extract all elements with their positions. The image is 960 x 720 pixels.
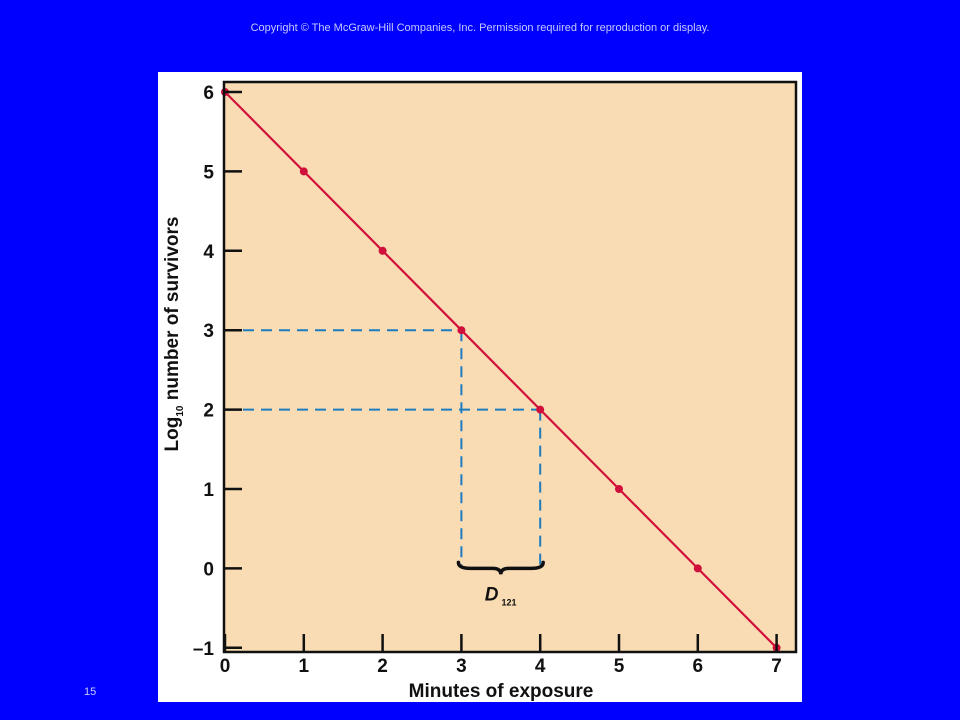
- y-axis-title-subscript: 10: [175, 405, 186, 417]
- y-axis-title-log: Log: [162, 417, 183, 452]
- y-axis-title: Log10 number of survivors: [162, 217, 186, 452]
- y-tick-label-5: 1: [203, 480, 214, 501]
- d-value-subscript: 121: [502, 597, 517, 607]
- y-tick-label-7: –1: [193, 639, 215, 660]
- x-tick-label-7: 7: [771, 656, 782, 677]
- x-tick-label-4: 4: [535, 656, 546, 677]
- data-point-6: [615, 485, 623, 493]
- y-tick-label-3: 3: [203, 321, 214, 342]
- x-tick-label-3: 3: [456, 656, 467, 677]
- guide-lines: [225, 329, 542, 569]
- y-axis: 6 5 4 3 2 1 0 –1: [193, 83, 242, 660]
- data-point-2: [299, 167, 308, 176]
- y-tick-label-4: 2: [203, 401, 214, 422]
- x-axis: 0 1 2 3 4 5 6 7: [220, 634, 782, 677]
- data-point-7: [693, 564, 702, 573]
- copyright-notice: Copyright © The McGraw-Hill Companies, I…: [250, 22, 710, 34]
- x-tick-label-1: 1: [299, 656, 310, 677]
- x-tick-label-5: 5: [614, 656, 625, 677]
- series-line: [224, 91, 778, 649]
- d-value-label: D 121: [485, 584, 517, 607]
- y-axis-title-rest: number of survivors: [162, 217, 183, 406]
- data-point-5: [536, 405, 545, 414]
- x-axis-title: Minutes of exposure: [409, 681, 594, 702]
- data-point-4: [457, 326, 466, 335]
- plot-frame: [222, 80, 798, 654]
- x-tick-label-6: 6: [693, 656, 704, 677]
- x-tick-label-0: 0: [220, 656, 231, 677]
- plot-area: [224, 82, 796, 652]
- x-tick-label-2: 2: [377, 656, 388, 677]
- y-tick-label-0: 6: [203, 83, 214, 104]
- d-value-letter: D: [485, 584, 499, 605]
- data-point-3: [378, 246, 387, 255]
- y-tick-label-1: 5: [203, 162, 214, 183]
- y-tick-label-6: 0: [203, 559, 214, 580]
- y-tick-label-2: 4: [203, 242, 214, 263]
- series-layer: [221, 88, 781, 652]
- slide-number: 15: [84, 686, 97, 698]
